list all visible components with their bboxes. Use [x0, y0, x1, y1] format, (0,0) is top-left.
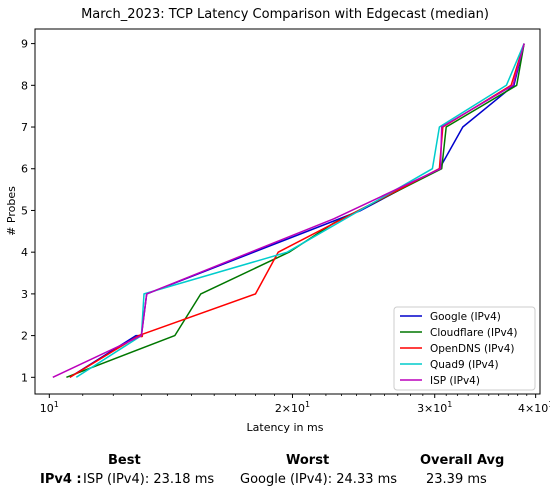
chart-legend: Google (IPv4) Cloudflare (IPv4) OpenDNS (I… [394, 307, 535, 390]
y-axis-ticks: 1 2 3 4 5 6 7 8 9 [21, 38, 35, 385]
legend-label-quad9-ipv4: Quad9 (IPv4) [430, 359, 499, 371]
x-axis-ticks: 101 2×101 3×101 4×101 [40, 394, 550, 415]
y-tick-label: 2 [21, 330, 28, 343]
y-tick-label: 8 [21, 79, 28, 92]
latency-chart: March_2023: TCP Latency Comparison with … [0, 0, 550, 448]
ipv4-row-label: IPv4 : [40, 472, 82, 487]
avg-value: 23.39 ms [426, 472, 487, 487]
y-tick-label: 5 [21, 204, 28, 217]
y-tick-label: 6 [21, 163, 28, 176]
avg-header: Overall Avg [420, 453, 504, 468]
x-tick-label: 101 [40, 400, 59, 415]
best-header: Best [108, 453, 141, 468]
x-axis-label: Latency in ms [247, 421, 324, 434]
worst-header: Worst [286, 453, 329, 468]
worst-value: Google (IPv4): 24.33 ms [240, 472, 397, 487]
legend-label-opendns-ipv4: OpenDNS (IPv4) [430, 343, 515, 355]
y-tick-label: 9 [21, 38, 28, 51]
y-tick-label: 4 [21, 246, 28, 259]
legend-label-google-ipv4: Google (IPv4) [430, 311, 501, 323]
x-tick-label: 4×101 [518, 400, 550, 415]
legend-label-isp-ipv4: ISP (IPv4) [430, 375, 480, 387]
legend-label-cloudflare-ipv4: Cloudflare (IPv4) [430, 327, 517, 339]
x-tick-label: 2×101 [275, 400, 310, 415]
y-tick-label: 1 [21, 371, 28, 384]
y-axis-label: # Probes [5, 186, 18, 236]
x-tick-label: 3×101 [417, 400, 452, 415]
chart-title: March_2023: TCP Latency Comparison with … [81, 7, 489, 22]
best-value: ISP (IPv4): 23.18 ms [83, 472, 214, 487]
y-tick-label: 7 [21, 121, 28, 134]
summary-table: Best Worst Overall Avg IPv4 : ISP (IPv4)… [0, 448, 550, 496]
y-tick-label: 3 [21, 288, 28, 301]
